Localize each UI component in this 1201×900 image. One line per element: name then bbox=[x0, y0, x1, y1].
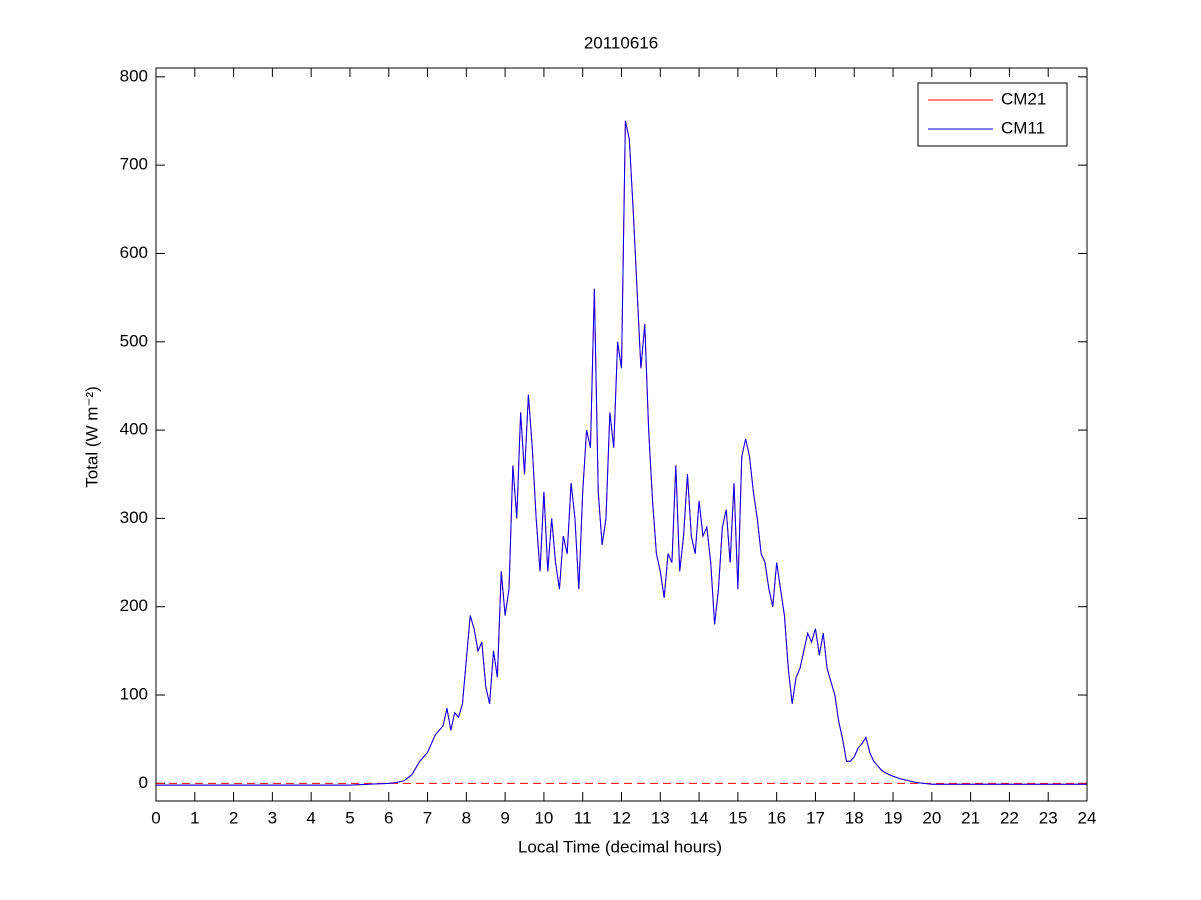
x-tick-label: 12 bbox=[612, 808, 631, 827]
x-tick-label: 14 bbox=[690, 808, 709, 827]
x-tick-label: 22 bbox=[1000, 808, 1019, 827]
x-tick-label: 23 bbox=[1039, 808, 1058, 827]
x-tick-label: 18 bbox=[845, 808, 864, 827]
y-axis-label: Total (W m⁻²) bbox=[82, 386, 101, 488]
data-line bbox=[156, 120, 1087, 786]
x-tick-label: 17 bbox=[806, 808, 825, 827]
x-tick-label: 3 bbox=[268, 808, 277, 827]
y-tick-label: 400 bbox=[120, 420, 148, 439]
y-tick-label: 200 bbox=[120, 596, 148, 615]
x-tick-label: 21 bbox=[961, 808, 980, 827]
x-tick-label: 0 bbox=[151, 808, 160, 827]
plot-frame bbox=[155, 67, 1088, 802]
x-tick-label: 1 bbox=[190, 808, 199, 827]
x-tick-label: 2 bbox=[229, 808, 238, 827]
chart-title: 20110616 bbox=[584, 33, 658, 52]
x-tick-label: 15 bbox=[728, 808, 747, 827]
x-tick-label: 8 bbox=[462, 808, 471, 827]
x-tick-label: 24 bbox=[1078, 808, 1097, 827]
y-tick-label: 800 bbox=[120, 66, 148, 85]
x-tick-label: 16 bbox=[767, 808, 786, 827]
x-tick-label: 5 bbox=[345, 808, 354, 827]
legend-label: CM11 bbox=[1001, 118, 1045, 137]
y-tick-label: 300 bbox=[120, 508, 148, 527]
x-tick-label: 13 bbox=[651, 808, 670, 827]
legend-box bbox=[917, 82, 1068, 147]
x-tick-label: 9 bbox=[500, 808, 509, 827]
x-tick-label: 19 bbox=[884, 808, 903, 827]
y-tick-label: 0 bbox=[139, 773, 148, 792]
y-tick-label: 700 bbox=[120, 155, 148, 174]
y-tick-label: 100 bbox=[120, 685, 148, 704]
y-tick-label: 600 bbox=[120, 243, 148, 262]
x-tick-label: 6 bbox=[384, 808, 393, 827]
x-tick-label: 20 bbox=[922, 808, 941, 827]
x-tick-label: 4 bbox=[306, 808, 315, 827]
legend-label: CM21 bbox=[1001, 89, 1046, 108]
x-tick-label: 10 bbox=[534, 808, 553, 827]
y-tick-label: 500 bbox=[120, 331, 148, 350]
x-tick-label: 11 bbox=[574, 808, 592, 827]
x-tick-label: 7 bbox=[423, 808, 432, 827]
x-axis-label: Local Time (decimal hours) bbox=[518, 837, 722, 856]
